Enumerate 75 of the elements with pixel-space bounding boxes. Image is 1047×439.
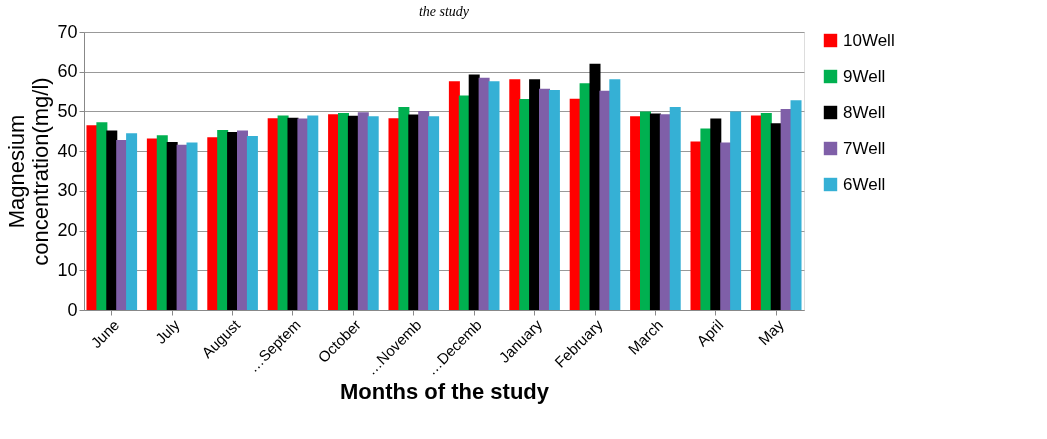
bar [237,130,248,310]
bar [116,140,128,310]
bar [609,79,621,310]
bar [448,81,460,310]
bar [529,79,541,310]
bar [519,99,531,310]
bar [106,130,118,310]
bar [599,90,611,310]
bar [367,116,379,310]
bar [347,115,359,310]
bar [146,138,158,310]
legend-label: 7Well [843,138,886,158]
bar [548,89,560,310]
bar [227,132,239,310]
bar [328,114,340,310]
bar [156,135,168,310]
bar [770,123,782,310]
bar [790,100,802,310]
bar [186,142,198,310]
bar [287,117,299,310]
bar [388,118,400,310]
bar [176,144,188,310]
bar [630,116,642,310]
bar [458,95,470,310]
bar [166,142,178,310]
bar [478,77,490,310]
y-tick-label: 40 [57,140,78,161]
bar [649,113,661,310]
bar [337,113,349,310]
x-axis-title: Months of the study [340,379,550,405]
bar [468,74,480,310]
y-tick-label: 0 [67,299,78,320]
bar [428,116,440,310]
bar [307,115,319,310]
legend-label: 6Well [843,174,886,194]
legend-label: 9Well [843,66,886,86]
bar [539,88,551,310]
bar [640,111,651,310]
legend-label: 10Well [843,30,895,50]
bar [659,114,671,310]
bar [720,142,732,310]
bar [267,118,279,310]
bar [509,79,521,310]
bar [579,83,591,310]
y-tick-label: 50 [57,100,78,121]
y-tick-label: 70 [57,21,78,42]
bar [408,114,420,310]
bar [297,118,309,310]
bar [760,113,772,310]
bar [569,98,581,310]
bar [86,125,98,310]
y-tick-label: 10 [57,259,78,280]
bar [398,107,410,310]
y-tick-label: 30 [57,180,78,201]
bar [700,128,712,310]
bar [246,136,258,310]
bar [780,109,792,310]
bar [418,111,430,310]
bar [750,115,762,310]
bar [488,81,500,310]
chart-title: the study [418,4,470,19]
bar [710,118,722,310]
y-tick-label: 60 [57,61,78,82]
bar [730,111,742,310]
bar [126,133,138,310]
x-tick-label: July [151,315,184,347]
bar [669,107,681,310]
bar [207,137,219,310]
x-tick-label: May [754,315,788,349]
bar [217,130,229,310]
legend-label: 8Well [843,102,886,122]
y-tick-label: 20 [57,220,78,241]
bar [96,122,108,310]
bar [357,112,369,310]
y-axis-title: Magnesium concentration(mg/l) [4,77,54,266]
